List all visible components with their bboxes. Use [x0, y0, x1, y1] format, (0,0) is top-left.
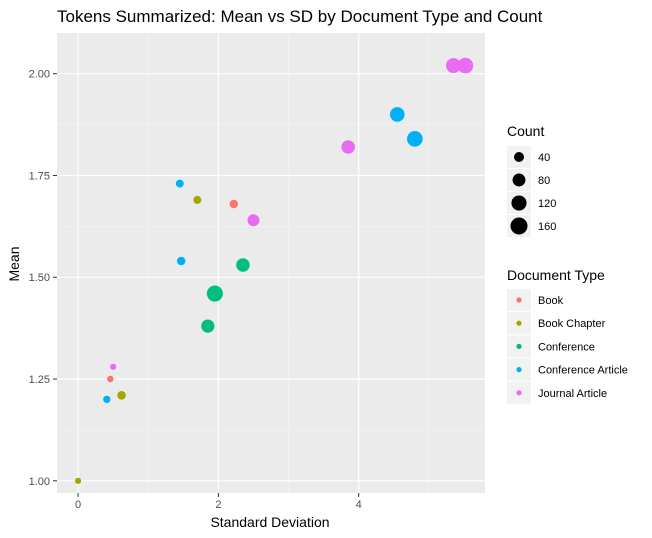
color-legend-dot — [516, 343, 522, 349]
plot-panel — [57, 33, 485, 493]
data-point — [247, 214, 260, 227]
color-legend-label: Journal Article — [538, 388, 607, 400]
data-point — [229, 199, 239, 209]
color-legend-title: Document Type — [507, 267, 605, 283]
y-tick-label: 1.75 — [29, 170, 50, 182]
y-tick-label: 1.50 — [29, 272, 50, 284]
chart-title: Tokens Summarized: Mean vs SD by Documen… — [57, 7, 543, 26]
minor-gridlines — [57, 33, 485, 493]
data-point — [341, 140, 355, 154]
color-legend-dot — [516, 390, 522, 396]
color-legend-dot — [516, 320, 522, 326]
data-point — [175, 179, 184, 188]
data-point — [445, 58, 461, 74]
data-point — [236, 258, 250, 272]
data-point — [103, 395, 111, 404]
y-axis: 1.00 1.25 1.50 1.75 2.00 — [29, 69, 57, 488]
x-tick-label: 4 — [356, 499, 362, 511]
size-legend: Count 40 80 120 160 — [507, 123, 556, 237]
y-axis-title: Mean — [6, 246, 22, 281]
y-tick-label: 1.25 — [29, 374, 50, 386]
size-legend-dot — [510, 217, 528, 235]
y-tick-label: 1.00 — [29, 476, 50, 488]
size-legend-dot — [514, 152, 524, 162]
size-legend-dot — [512, 173, 526, 187]
x-axis-title: Standard Deviation — [210, 514, 329, 530]
size-legend-label: 80 — [538, 175, 550, 187]
color-legend-label: Conference — [538, 341, 595, 353]
color-legend-label: Book — [538, 295, 564, 307]
y-tick-label: 2.00 — [29, 69, 50, 81]
x-tick-label: 0 — [75, 499, 81, 511]
data-point — [457, 57, 474, 74]
size-legend-label: 40 — [538, 152, 550, 164]
size-legend-label: 120 — [538, 198, 556, 210]
data-point — [206, 285, 223, 302]
size-legend-label: 160 — [538, 221, 556, 233]
color-legend: Document Type Book Book Chapter Conference… — [507, 267, 628, 404]
color-legend-dot — [516, 297, 522, 303]
size-legend-dot — [511, 195, 527, 211]
data-point — [201, 319, 215, 333]
data-point — [117, 391, 126, 400]
data-point — [107, 375, 114, 383]
data-point — [389, 107, 405, 122]
data-point — [74, 477, 82, 484]
size-legend-title: Count — [507, 123, 544, 139]
x-axis: 0 2 4 — [75, 493, 362, 511]
color-legend-label: Conference Article — [538, 365, 628, 377]
color-legend-label: Book Chapter — [538, 318, 606, 330]
data-point — [176, 256, 186, 266]
major-gridlines — [57, 33, 485, 493]
data-point — [407, 131, 423, 147]
x-tick-label: 2 — [215, 499, 221, 511]
color-legend-dot — [516, 367, 522, 373]
data-point — [193, 195, 202, 204]
data-points — [74, 57, 474, 484]
data-point — [110, 363, 117, 370]
